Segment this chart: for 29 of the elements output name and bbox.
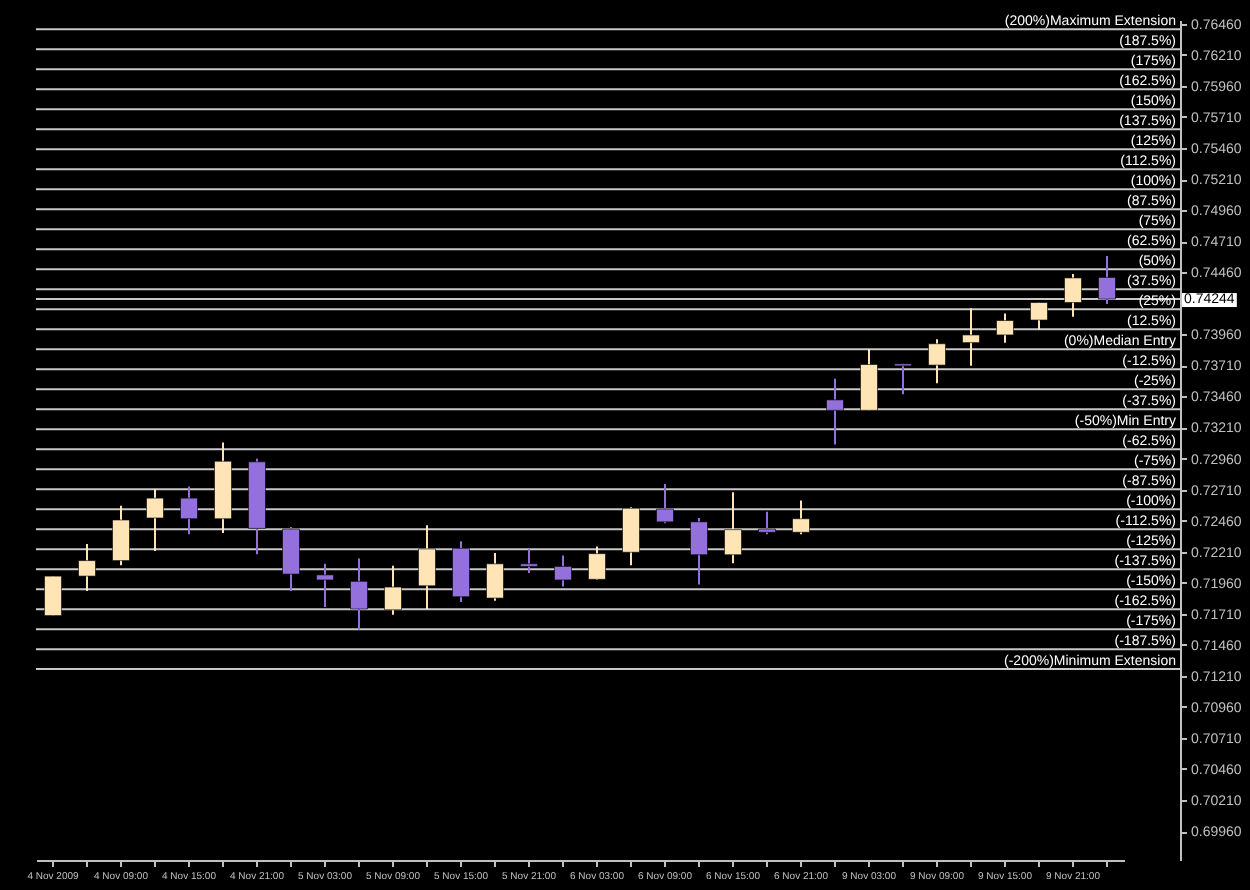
- candlestick: [350, 557, 368, 631]
- candlestick: [180, 485, 198, 536]
- candlestick: [724, 491, 742, 565]
- candlestick: [1098, 255, 1116, 305]
- candlestick: [792, 499, 810, 536]
- candlestick: [758, 510, 776, 536]
- candlestick: [554, 554, 572, 588]
- candlestick: [588, 545, 606, 581]
- candlestick: [112, 504, 130, 567]
- candlestick: [282, 526, 300, 593]
- candlestick: [520, 547, 538, 574]
- candlestick: [928, 338, 946, 385]
- candlestick: [146, 487, 164, 552]
- candlestick: [894, 362, 912, 396]
- candlestick: [44, 575, 62, 617]
- candlestick: [78, 542, 96, 593]
- candlestick: [622, 506, 640, 567]
- candlestick: [316, 562, 334, 609]
- candlestick: [826, 377, 844, 446]
- candlestick: [690, 516, 708, 586]
- candlestick: [384, 564, 402, 616]
- candlestick: [860, 347, 878, 412]
- candlestick: [962, 307, 980, 367]
- candlestick: [996, 312, 1014, 344]
- candlestick: [418, 524, 436, 611]
- candlestick: [486, 551, 504, 602]
- candlestick: [1030, 301, 1048, 331]
- candlestick: [1064, 273, 1082, 318]
- candlestick: [656, 482, 674, 525]
